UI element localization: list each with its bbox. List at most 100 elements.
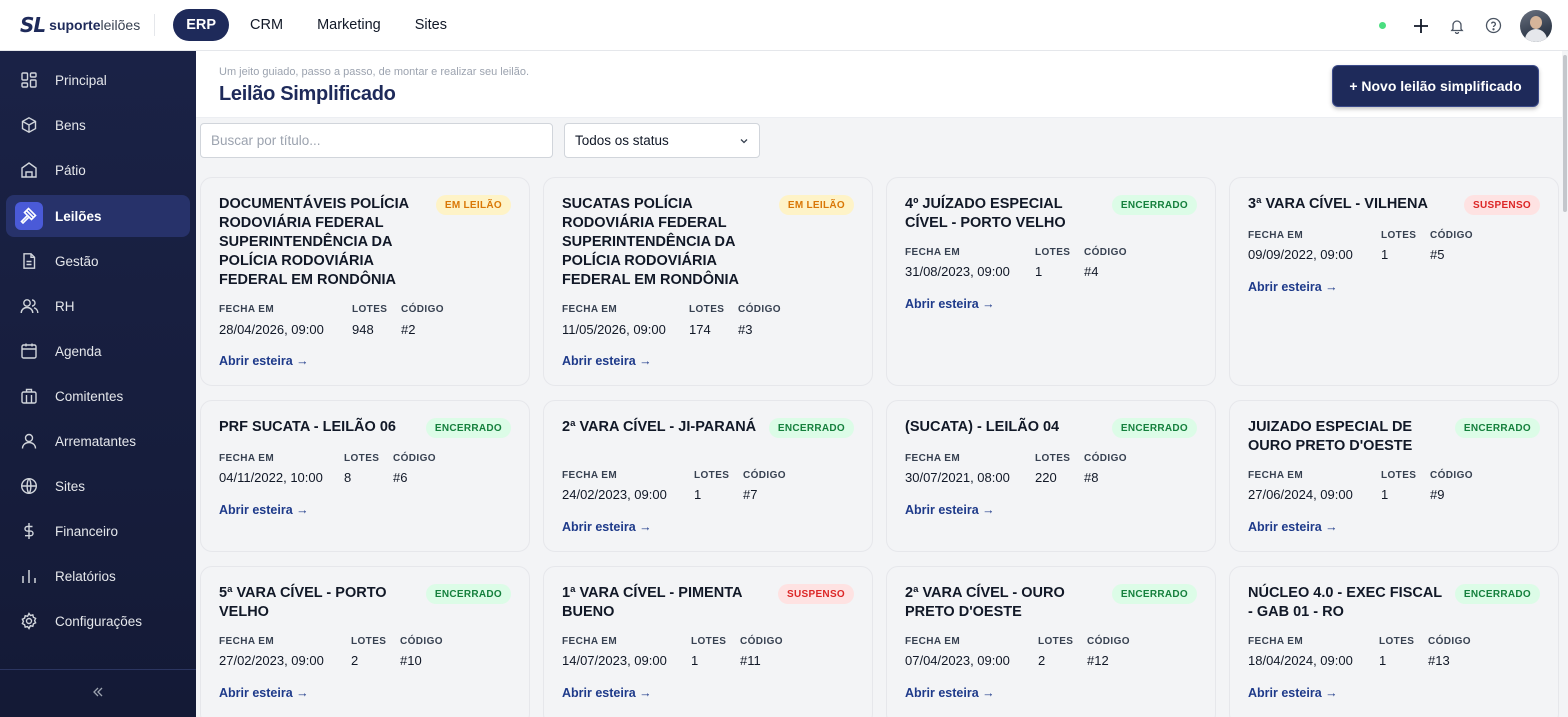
app-logo[interactable]: SL suporteleilões (20, 0, 140, 51)
auction-title: SUCATAS POLÍCIA RODOVIÁRIA FEDERAL SUPER… (562, 196, 739, 288)
open-pipeline-link[interactable]: Abrir esteira → (905, 686, 995, 700)
code-label: CÓDIGO (1428, 636, 1471, 647)
sidebar-item-principal[interactable]: Principal (6, 59, 190, 101)
auction-card[interactable]: 4º JUÍZADO ESPECIAL CÍVEL - PORTO VELHO … (886, 177, 1216, 386)
sidebar-item-sites[interactable]: Sites (6, 465, 190, 507)
main-scrollbar-track[interactable] (1562, 51, 1568, 717)
lots-label: LOTES (1381, 470, 1417, 481)
closes-at-value: 24/02/2023, 09:00 (562, 487, 667, 502)
calendar-icon (19, 341, 39, 361)
auction-card[interactable]: NÚCLEO 4.0 - EXEC FISCAL - GAB 01 - RO E… (1229, 566, 1559, 717)
closes-at-label: FECHA EM (1248, 470, 1304, 481)
open-pipeline-link[interactable]: Abrir esteira → (1248, 280, 1338, 294)
sidebar-item-arrematantes[interactable]: Arrematantes (6, 420, 190, 462)
open-pipeline-link[interactable]: Abrir esteira → (562, 354, 652, 368)
new-auction-button[interactable]: + Novo leilão simplificado (1332, 65, 1539, 107)
open-pipeline-link[interactable]: Abrir esteira → (1248, 520, 1338, 534)
auction-title: NÚCLEO 4.0 - EXEC FISCAL - GAB 01 - RO (1248, 585, 1442, 620)
closes-at-value: 27/06/2024, 09:00 (1248, 487, 1353, 502)
sidebar-item-gestao[interactable]: Gestão (6, 240, 190, 282)
auction-card[interactable]: PRF SUCATA - LEILÃO 06 ENCERRADO FECHA E… (200, 400, 530, 552)
auction-card[interactable]: 1ª VARA CÍVEL - PIMENTA BUENO SUSPENSO F… (543, 566, 873, 717)
code-label: CÓDIGO (1084, 453, 1127, 464)
code-label: CÓDIGO (1087, 636, 1130, 647)
sidebar-item-rh[interactable]: RH (6, 285, 190, 327)
code-value: #7 (743, 487, 758, 502)
plus-icon[interactable] (1412, 17, 1430, 35)
sidebar-item-patio[interactable]: Pátio (6, 149, 190, 191)
open-pipeline-link[interactable]: Abrir esteira → (562, 520, 652, 534)
topnav-sites[interactable]: Sites (414, 17, 447, 33)
sidebar-item-agenda[interactable]: Agenda (6, 330, 190, 372)
status-badge: EM LEILÃO (435, 195, 511, 215)
auction-card[interactable]: 5ª VARA CÍVEL - PORTO VELHO ENCERRADO FE… (200, 566, 530, 717)
open-pipeline-link[interactable]: Abrir esteira → (219, 503, 309, 517)
code-value: #2 (401, 322, 416, 337)
lots-label: LOTES (351, 636, 387, 647)
status-select[interactable]: Todos os status (564, 123, 760, 158)
closes-at-label: FECHA EM (905, 247, 961, 258)
top-divider (154, 14, 156, 36)
auction-title: 2ª VARA CÍVEL - OURO PRETO D'OESTE (905, 585, 1065, 620)
sidebar-item-relatorios[interactable]: Relatórios (6, 555, 190, 597)
code-value: #3 (738, 322, 753, 337)
status-select-value: Todos os status (575, 133, 669, 148)
status-badge: ENCERRADO (1111, 584, 1197, 604)
lots-value: 1 (1381, 487, 1389, 502)
sidebar-item-financeiro[interactable]: Financeiro (6, 510, 190, 552)
lots-value: 1 (1381, 247, 1389, 262)
sidebar-item-configuracoes[interactable]: Configurações (6, 600, 190, 642)
auction-title: 2ª VARA CÍVEL - JI-PARANÁ (562, 419, 757, 435)
code-label: CÓDIGO (1430, 470, 1473, 481)
closes-at-value: 09/09/2022, 09:00 (1248, 247, 1353, 262)
top-right-actions (1379, 0, 1552, 51)
user-avatar[interactable] (1520, 9, 1552, 42)
document-icon (19, 251, 39, 271)
sidebar-item-leiloes[interactable]: Leilões (6, 195, 190, 237)
auction-card[interactable]: DOCUMENTÁVEIS POLÍCIA RODOVIÁRIA FEDERAL… (200, 177, 530, 386)
chevron-down-icon (740, 139, 748, 144)
code-label: CÓDIGO (401, 304, 444, 315)
bell-icon[interactable] (1448, 17, 1466, 35)
online-status-dot (1379, 22, 1386, 29)
code-value: #9 (1430, 487, 1445, 502)
open-pipeline-link[interactable]: Abrir esteira → (562, 686, 652, 700)
lots-value: 220 (1035, 470, 1057, 485)
open-pipeline-link[interactable]: Abrir esteira → (905, 297, 995, 311)
auction-card[interactable]: (SUCATA) - LEILÃO 04 ENCERRADO FECHA EM … (886, 400, 1216, 552)
auction-card[interactable]: 3ª VARA CÍVEL - VILHENA SUSPENSO FECHA E… (1229, 177, 1559, 386)
lots-label: LOTES (1379, 636, 1415, 647)
lots-value: 1 (694, 487, 702, 502)
bar-chart-icon (19, 566, 39, 586)
main-scrollbar-thumb[interactable] (1563, 55, 1567, 212)
search-input[interactable] (200, 123, 553, 158)
globe-icon (19, 476, 39, 496)
help-icon[interactable] (1484, 17, 1502, 35)
lots-value: 1 (691, 653, 699, 668)
open-pipeline-link[interactable]: Abrir esteira → (905, 503, 995, 517)
open-pipeline-link[interactable]: Abrir esteira → (1248, 686, 1338, 700)
auction-card[interactable]: 2ª VARA CÍVEL - JI-PARANÁ ENCERRADO FECH… (543, 400, 873, 552)
status-badge: ENCERRADO (1454, 584, 1540, 604)
auction-title: 5ª VARA CÍVEL - PORTO VELHO (219, 585, 387, 620)
topnav-erp[interactable]: ERP (173, 9, 230, 41)
sidebar-collapse-button[interactable] (0, 669, 196, 717)
auction-card[interactable]: 2ª VARA CÍVEL - OURO PRETO D'OESTE ENCER… (886, 566, 1216, 717)
logo-text: suporteleilões (49, 17, 141, 33)
lots-value: 174 (689, 322, 711, 337)
open-pipeline-link[interactable]: Abrir esteira → (219, 354, 309, 368)
auction-card[interactable]: JUIZADO ESPECIAL DE OURO PRETO D'OESTE E… (1229, 400, 1559, 552)
double-chevron-left-icon (92, 685, 104, 703)
topnav-crm[interactable]: CRM (250, 17, 284, 33)
open-pipeline-link[interactable]: Abrir esteira → (219, 686, 309, 700)
lots-label: LOTES (352, 304, 388, 315)
closes-at-label: FECHA EM (905, 453, 961, 464)
lots-label: LOTES (1038, 636, 1074, 647)
lots-value: 1 (1379, 653, 1387, 668)
sidebar-item-bens[interactable]: Bens (6, 104, 190, 146)
code-label: CÓDIGO (1430, 230, 1473, 241)
topnav-marketing[interactable]: Marketing (317, 17, 381, 33)
sidebar-item-label: Leilões (55, 208, 102, 224)
sidebar-item-comitentes[interactable]: Comitentes (6, 375, 190, 417)
auction-card[interactable]: SUCATAS POLÍCIA RODOVIÁRIA FEDERAL SUPER… (543, 177, 873, 386)
